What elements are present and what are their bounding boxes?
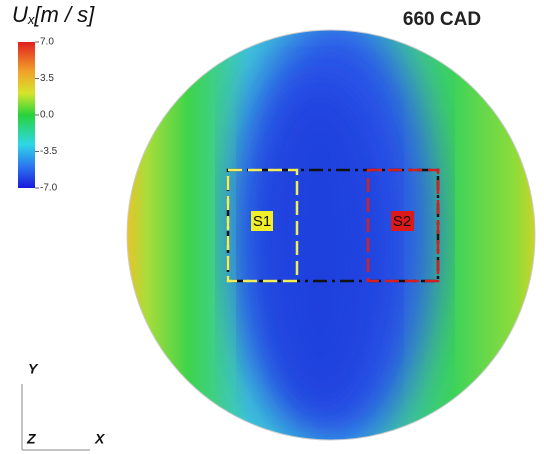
figure: S1 S2 660 CAD Ux[m / s] 7.0 3.5 0.0 -3.5 -7.… <box>0 0 544 454</box>
colorbar-tick-label: 0.0 <box>40 110 54 121</box>
z-axis-label: Z <box>26 431 36 447</box>
y-axis-label: Y <box>28 361 39 377</box>
colorbar-label: Ux[m / s] <box>12 2 95 28</box>
x-axis-label: X <box>94 431 106 447</box>
colorbar <box>18 42 35 188</box>
colorbar-tick-label: -7.0 <box>40 183 58 194</box>
colorbar-tick-label: 7.0 <box>40 37 54 48</box>
s2-label: S2 <box>393 213 411 230</box>
colorbar-tick-label: -3.5 <box>40 146 58 157</box>
velocity-field <box>127 15 535 445</box>
colorbar-tick-label: 3.5 <box>40 73 54 84</box>
title: 660 CAD <box>403 9 481 30</box>
s1-label: S1 <box>253 213 271 230</box>
